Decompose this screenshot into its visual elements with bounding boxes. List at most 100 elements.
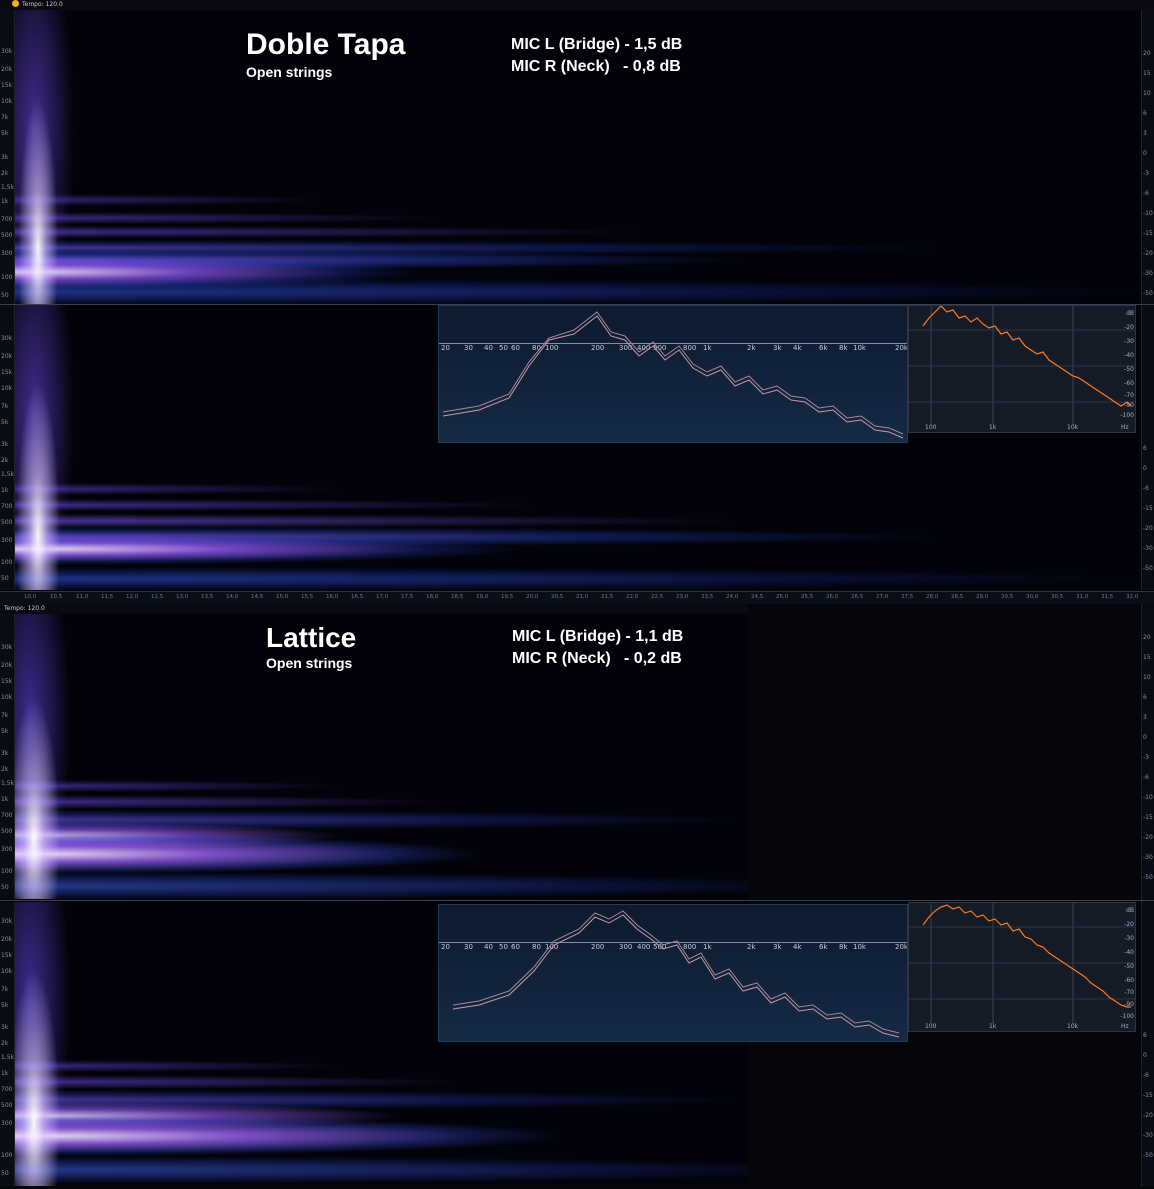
eq-axis-label: 20	[441, 943, 450, 951]
db-tick: 15	[1143, 70, 1151, 77]
freq-tick: 50	[1, 292, 9, 299]
spectrogram-upper[interactable]: 30k 20k 15k 10k 7k 5k 3k 2k 1,5k 1k 700 …	[0, 614, 748, 899]
eq-axis-label: 50	[499, 344, 508, 352]
db-tick: -50	[1143, 1152, 1153, 1159]
eq-axis-label: 8k	[839, 344, 848, 352]
spectrum-analyzer[interactable]: dB -20 -30 -40 -50 -60 -70 -90 -100 100 …	[908, 305, 1136, 433]
eq-axis-label: 50	[499, 943, 508, 951]
analyzer-hz-label: 10k	[1067, 424, 1079, 431]
timeline-tick: 29,5	[1001, 594, 1014, 600]
freq-tick: 7k	[1, 114, 9, 121]
freq-tick: 20k	[1, 662, 13, 669]
db-tick: -30	[1143, 854, 1153, 861]
freq-tick: 2k	[1, 457, 9, 464]
analyzer-db-label: -20	[1124, 324, 1134, 331]
panel-title: Lattice	[266, 622, 357, 653]
analyzer-db-label: -30	[1124, 338, 1134, 345]
eq-axis-label: 800	[683, 943, 697, 951]
tempo-label: Tempo: 120.0	[22, 1, 63, 8]
timeline-tick: 28,5	[951, 594, 964, 600]
eq-curve-panel[interactable]: 20 30 40 50 60 80 100 200 300 400 500 80…	[438, 305, 908, 443]
db-tick: -15	[1143, 230, 1153, 237]
freq-tick: 500	[1, 1102, 13, 1109]
spectrum-analyzer[interactable]: dB -20 -30 -40 -50 -60 -70 -90 -100 100 …	[908, 902, 1136, 1032]
timeline-tick: 27,0	[876, 594, 889, 600]
analyzer-hz-label: 100	[925, 424, 937, 431]
panel-title: Doble Tapa	[246, 28, 406, 61]
eq-curve-panel[interactable]: 20 30 40 50 60 80 100 200 300 400 500 80…	[438, 904, 908, 1042]
freq-tick: 700	[1, 216, 13, 223]
freq-tick: 50	[1, 575, 9, 582]
eq-axis-label: 3k	[773, 344, 782, 352]
eq-axis-label: 100	[545, 943, 559, 951]
mic-l-level: MIC L (Bridge) - 1,1 dB	[512, 628, 684, 645]
db-tick: -30	[1143, 1132, 1153, 1139]
db-tick: -50	[1143, 874, 1153, 881]
freq-tick: 1,5k	[1, 780, 15, 787]
eq-axis-label: 100	[545, 344, 559, 352]
eq-axis-label: 40	[484, 344, 493, 352]
eq-axis-label: 20k	[895, 344, 908, 352]
timeline-tick: 18,0	[426, 594, 439, 600]
freq-tick: 3k	[1, 441, 9, 448]
freq-tick: 5k	[1, 130, 9, 137]
freq-tick: 100	[1, 559, 13, 566]
db-tick: 0	[1143, 1052, 1147, 1059]
analyzer-db-label: -90	[1124, 402, 1134, 409]
timeline-tick: 16,5	[351, 594, 364, 600]
frequency-ruler: 30k 20k 15k 10k 7k 5k 3k 2k 1,5k 1k 700 …	[0, 10, 15, 304]
spectrogram-upper[interactable]: 30k 20k 15k 10k 7k 5k 3k 2k 1,5k 1k 700 …	[0, 10, 1154, 304]
db-tick: 6	[1143, 110, 1147, 117]
timeline-tick: 23,0	[676, 594, 689, 600]
timeline-tick: 12,0	[126, 594, 139, 600]
freq-tick: 100	[1, 1152, 13, 1159]
spectrogram-lower[interactable]: 30k 20k 15k 10k 7k 5k 3k 2k 1,5k 1k 700 …	[0, 902, 748, 1186]
analyzer-db-label: -60	[1124, 380, 1134, 387]
db-tick: 6	[1143, 445, 1147, 452]
analyzer-db-label: -50	[1124, 366, 1134, 373]
freq-tick: 5k	[1, 419, 9, 426]
db-tick: 15	[1143, 654, 1151, 661]
mic-l-level: MIC L (Bridge) - 1,5 dB	[511, 36, 683, 53]
timeline-tick: 15,0	[276, 594, 289, 600]
timeline-tick: 18,5	[451, 594, 464, 600]
db-tick: -15	[1143, 814, 1153, 821]
timeline-tick: 28,0	[926, 594, 939, 600]
timeline-tick: 15,5	[301, 594, 314, 600]
freq-tick: 30k	[1, 335, 13, 342]
db-tick: -6	[1143, 485, 1149, 492]
db-ruler: 20 15 10 6 3 0 -3 -6 -10 -15 -20 -30 -50	[1141, 604, 1154, 902]
db-tick: 10	[1143, 90, 1151, 97]
db-tick: -3	[1143, 754, 1149, 761]
analyzer-db-label: -90	[1124, 1001, 1134, 1008]
db-tick: -3	[1143, 170, 1149, 177]
db-tick: -6	[1143, 1072, 1149, 1079]
analyzer-db-label: dB	[1126, 310, 1134, 317]
eq-axis-label: 10k	[853, 943, 866, 951]
timeline-tick: 27,5	[901, 594, 914, 600]
db-tick: 10	[1143, 674, 1151, 681]
timeline-tick: 12,5	[151, 594, 164, 600]
db-tick: -6	[1143, 190, 1149, 197]
frequency-ruler: 30k 20k 15k 10k 7k 5k 3k 2k 1,5k 1k 700 …	[0, 614, 15, 899]
eq-axis-label: 400	[637, 344, 651, 352]
freq-tick: 20k	[1, 936, 13, 943]
analyzer-curve	[909, 306, 1135, 424]
analyzer-db-label: -100	[1120, 412, 1134, 419]
analyzer-hz-label: 10k	[1067, 1023, 1079, 1030]
timeline-tick: 14,0	[226, 594, 239, 600]
timeline-ruler[interactable]: 10,0 10,5 11,0 11,5 12,0 12,5 13,0 13,5 …	[0, 591, 1154, 604]
freq-tick: 100	[1, 868, 13, 875]
spectrogram-lower[interactable]: 30k 20k 15k 10k 7k 5k 3k 2k 1,5k 1k 700 …	[0, 305, 1154, 590]
analyzer-db-label: -70	[1124, 989, 1134, 996]
freq-tick: 2k	[1, 766, 9, 773]
freq-tick: 10k	[1, 694, 13, 701]
freq-tick: 50	[1, 884, 9, 891]
eq-axis-label: 200	[591, 943, 605, 951]
timeline-tick: 31,5	[1101, 594, 1114, 600]
freq-tick: 30k	[1, 48, 13, 55]
tempo-marker-icon[interactable]	[12, 0, 19, 7]
db-tick: -6	[1143, 774, 1149, 781]
freq-tick: 700	[1, 812, 13, 819]
freq-tick: 20k	[1, 66, 13, 73]
